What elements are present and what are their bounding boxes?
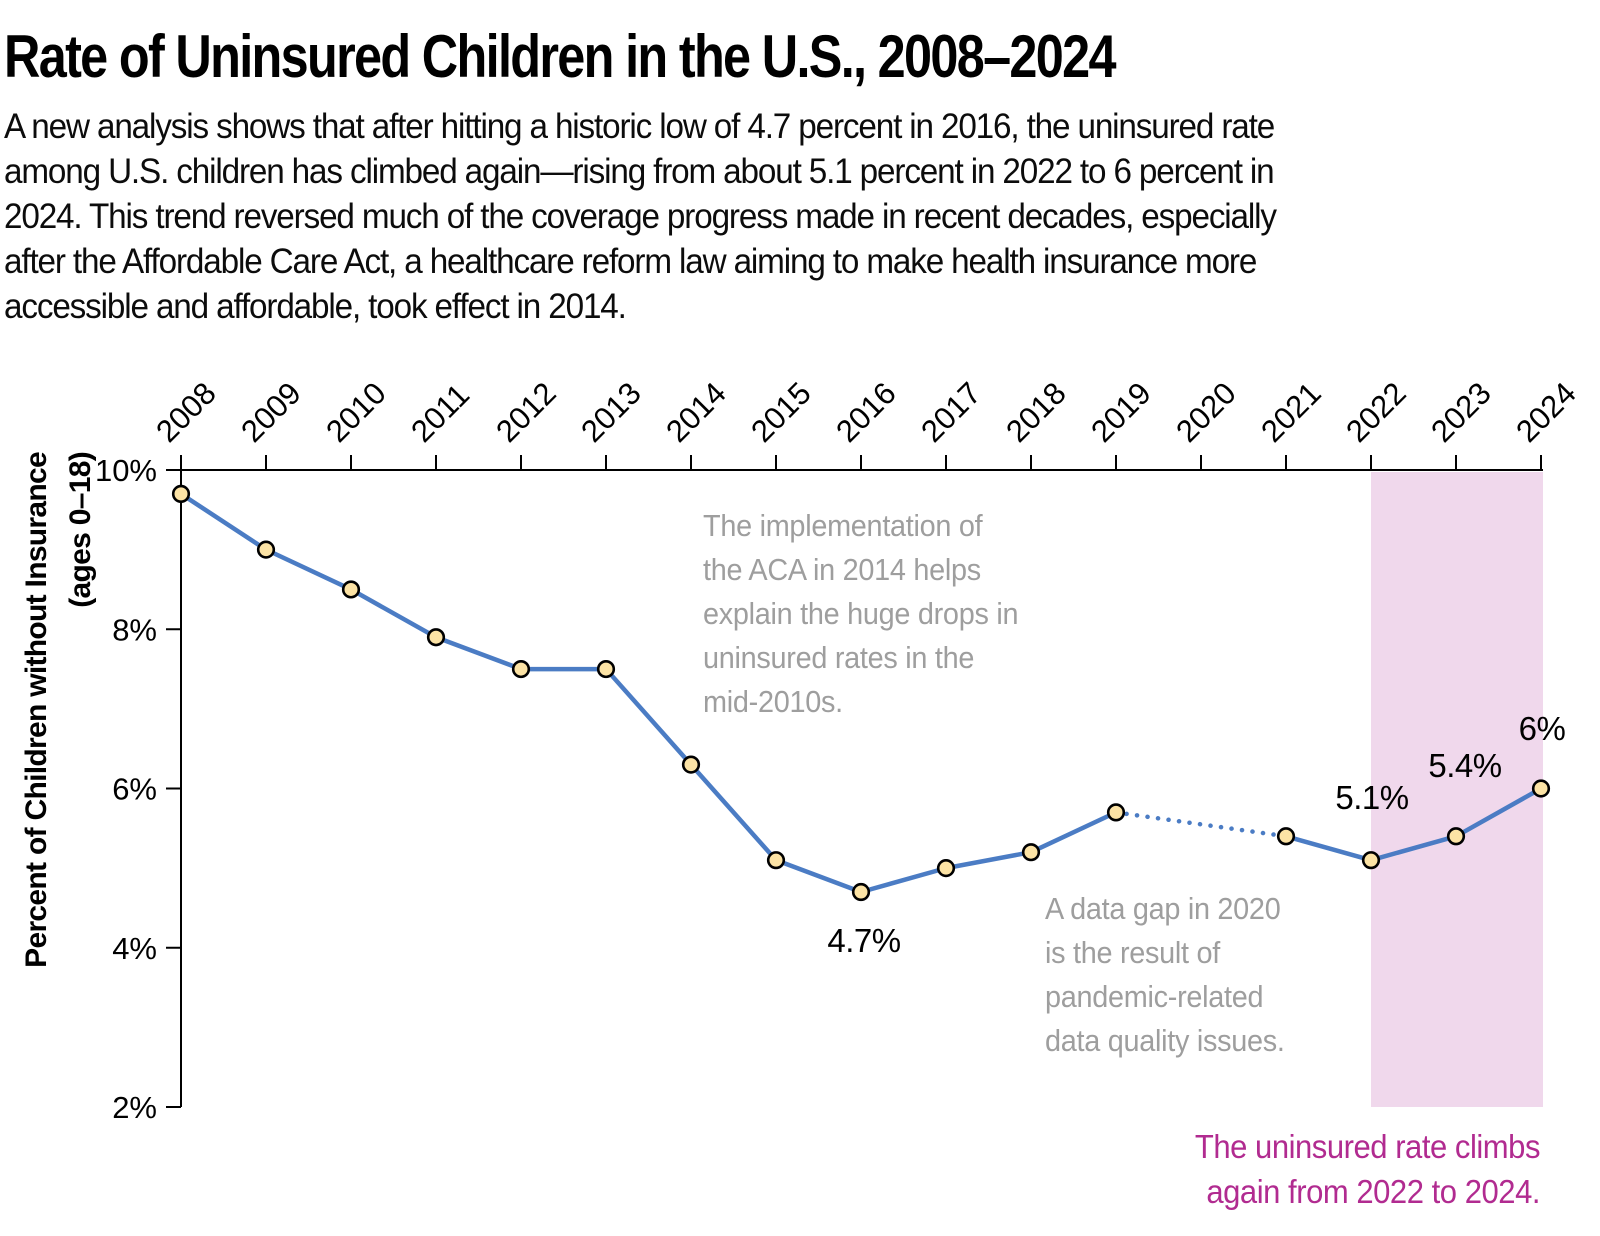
x-tick-label-2018: 2018 (999, 375, 1073, 449)
band-caption: The uninsured rate climbs again from 202… (1040, 1124, 1541, 1214)
x-tick-label-2017: 2017 (914, 375, 988, 449)
x-tick-label-2011: 2011 (404, 377, 476, 449)
x-tick-label-2009: 2009 (234, 375, 308, 449)
band-caption-line: The uninsured rate climbs (1194, 1128, 1541, 1165)
page-title: Rate of Uninsured Children in the U.S., … (4, 23, 1117, 90)
annotation-line: is the result of (1045, 935, 1221, 970)
data-point-2017 (936, 859, 956, 878)
annotation-line: mid-2010s. (703, 684, 843, 719)
x-tick-label-2023: 2023 (1424, 375, 1498, 449)
data-point-2024 (1531, 779, 1551, 798)
data-point-2010 (341, 580, 361, 599)
data-point-2015 (766, 851, 786, 870)
subtitle-line: 2024. This trend reversed much of the co… (4, 197, 1277, 236)
series-line-dotted-gap (1113, 810, 1289, 839)
subtitle-line: among U.S. children has climbed again—ri… (4, 152, 1275, 191)
data-point-2013 (596, 659, 616, 679)
x-tick-label-2012: 2012 (489, 375, 563, 449)
point-label-2022: 5.1% (1335, 779, 1409, 816)
x-tick-label-2010: 2010 (319, 375, 393, 449)
highlight-band-2022-2024 (1371, 472, 1543, 1107)
y-tick-label-2: 2% (112, 1090, 157, 1125)
point-label-2016: 4.7% (827, 922, 901, 959)
data-point-2018 (1021, 843, 1041, 862)
annotation-line: explain the huge drops in (703, 596, 1019, 631)
data-point-2019 (1106, 803, 1126, 822)
y-tick-label-4: 4% (112, 931, 157, 966)
annotation-line: The implementation of (703, 508, 983, 543)
subtitle-line: A new analysis shows that after hitting … (4, 107, 1275, 146)
annotation-line: pandemic-related (1045, 979, 1264, 1014)
annotation-line: data quality issues. (1045, 1023, 1285, 1058)
subtitle-line: accessible and affordable, took effect i… (4, 287, 627, 326)
data-point-2016 (851, 882, 871, 902)
annotation-data-gap-2020: A data gap in 2020 is the result of pand… (1045, 887, 1285, 1063)
data-point-2011 (426, 628, 446, 647)
x-tick-label-2019: 2019 (1084, 375, 1158, 449)
x-tick-label-2008: 2008 (149, 375, 223, 449)
data-point-2012 (511, 659, 531, 679)
annotation-line: uninsured rates in the (703, 640, 975, 675)
annotation-aca-2014: The implementation of the ACA in 2014 he… (703, 504, 1018, 724)
x-tick-label-2013: 2013 (574, 375, 648, 449)
subtitle-line: after the Affordable Care Act, a healthc… (4, 242, 1257, 281)
annotation-line: the ACA in 2014 helps (703, 552, 981, 587)
x-tick-label-2016: 2016 (829, 375, 903, 449)
point-label-2024: 6% (1518, 710, 1566, 747)
x-tick-label-2015: 2015 (744, 375, 818, 449)
x-tick-label-2021: 2021 (1254, 375, 1328, 449)
y-tick-label-6: 6% (112, 772, 157, 807)
x-tick-label-2024: 2024 (1509, 375, 1583, 449)
x-tick-label-2020: 2020 (1169, 375, 1243, 449)
annotation-line: A data gap in 2020 (1045, 891, 1281, 926)
data-point-2022 (1361, 851, 1381, 870)
band-caption-line: again from 2022 to 2024. (1206, 1173, 1540, 1210)
y-tick-label-10: 10% (95, 453, 157, 488)
chart-subtitle: A new analysis shows that after hitting … (4, 104, 1343, 329)
data-point-2021 (1276, 827, 1296, 846)
data-point-2008 (171, 484, 191, 503)
point-label-2023: 5.4% (1428, 747, 1502, 784)
x-tick-label-2022: 2022 (1339, 375, 1413, 449)
data-point-2009 (256, 540, 276, 559)
series-line-solid-right (1285, 786, 1543, 863)
x-tick-label-2014: 2014 (659, 375, 733, 449)
data-point-2014 (681, 755, 701, 774)
data-point-2023 (1446, 827, 1466, 846)
series-line-solid-left (179, 492, 1117, 895)
y-tick-label-8: 8% (112, 612, 157, 647)
